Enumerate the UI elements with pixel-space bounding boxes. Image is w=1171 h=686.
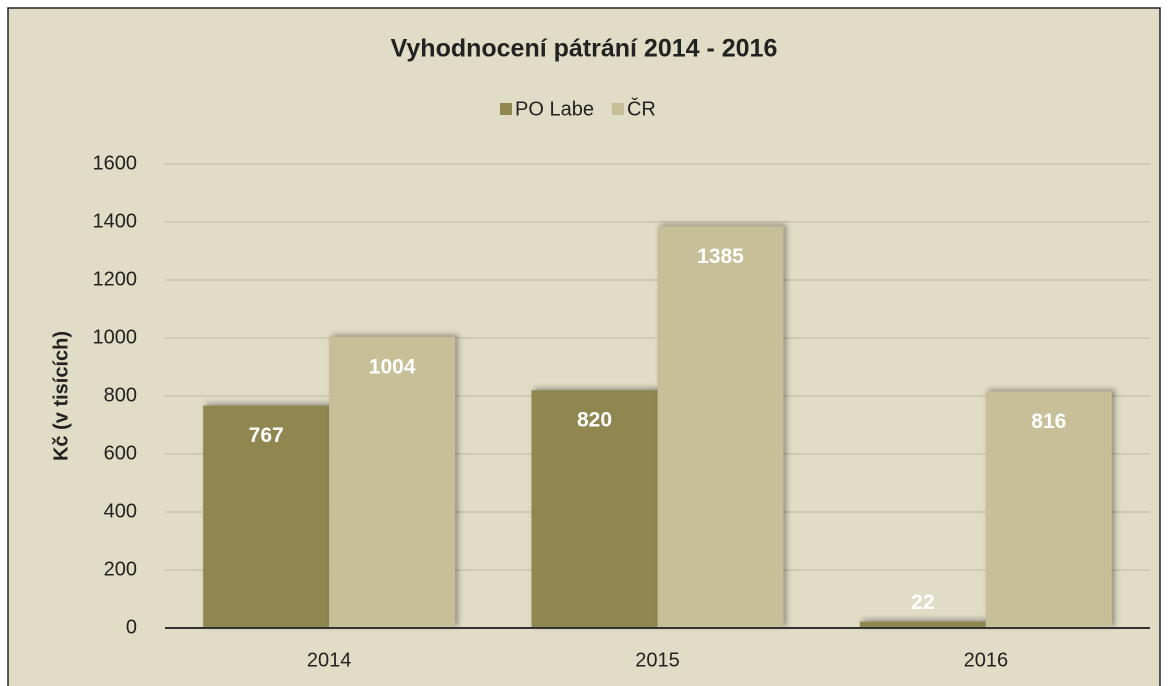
y-tick-label: 800	[104, 384, 137, 406]
data-label: 22	[911, 591, 934, 614]
chart-title: Vyhodnocení pátrání 2014 - 2016	[391, 35, 778, 63]
legend-label: ČR	[627, 97, 656, 120]
legend-swatch	[500, 103, 512, 115]
x-tick-label: 2015	[635, 649, 680, 671]
y-tick-label: 1200	[93, 268, 138, 290]
y-tick-label: 0	[126, 616, 137, 638]
data-label: 767	[249, 424, 284, 447]
y-tick-label: 1600	[93, 152, 138, 174]
data-label: 820	[577, 409, 612, 432]
y-tick-label: 200	[104, 558, 137, 580]
x-tick-label: 2014	[307, 649, 352, 671]
bar	[657, 226, 784, 628]
bar	[985, 391, 1112, 628]
x-tick-label: 2016	[964, 649, 1009, 671]
legend-swatch	[611, 103, 624, 115]
bar	[329, 336, 456, 628]
bar	[203, 405, 330, 628]
data-label: 816	[1031, 410, 1066, 433]
bar	[859, 621, 986, 628]
data-label: 1385	[697, 245, 744, 268]
y-axis-title: Kč (v tisících)	[50, 331, 72, 461]
legend-label: PO Labe	[515, 98, 594, 120]
bar	[531, 390, 658, 628]
y-tick-label: 1400	[93, 210, 138, 232]
y-tick-label: 600	[104, 442, 137, 464]
data-label: 1004	[369, 355, 416, 378]
y-tick-label: 1000	[93, 326, 138, 348]
y-tick-label: 400	[104, 500, 137, 522]
